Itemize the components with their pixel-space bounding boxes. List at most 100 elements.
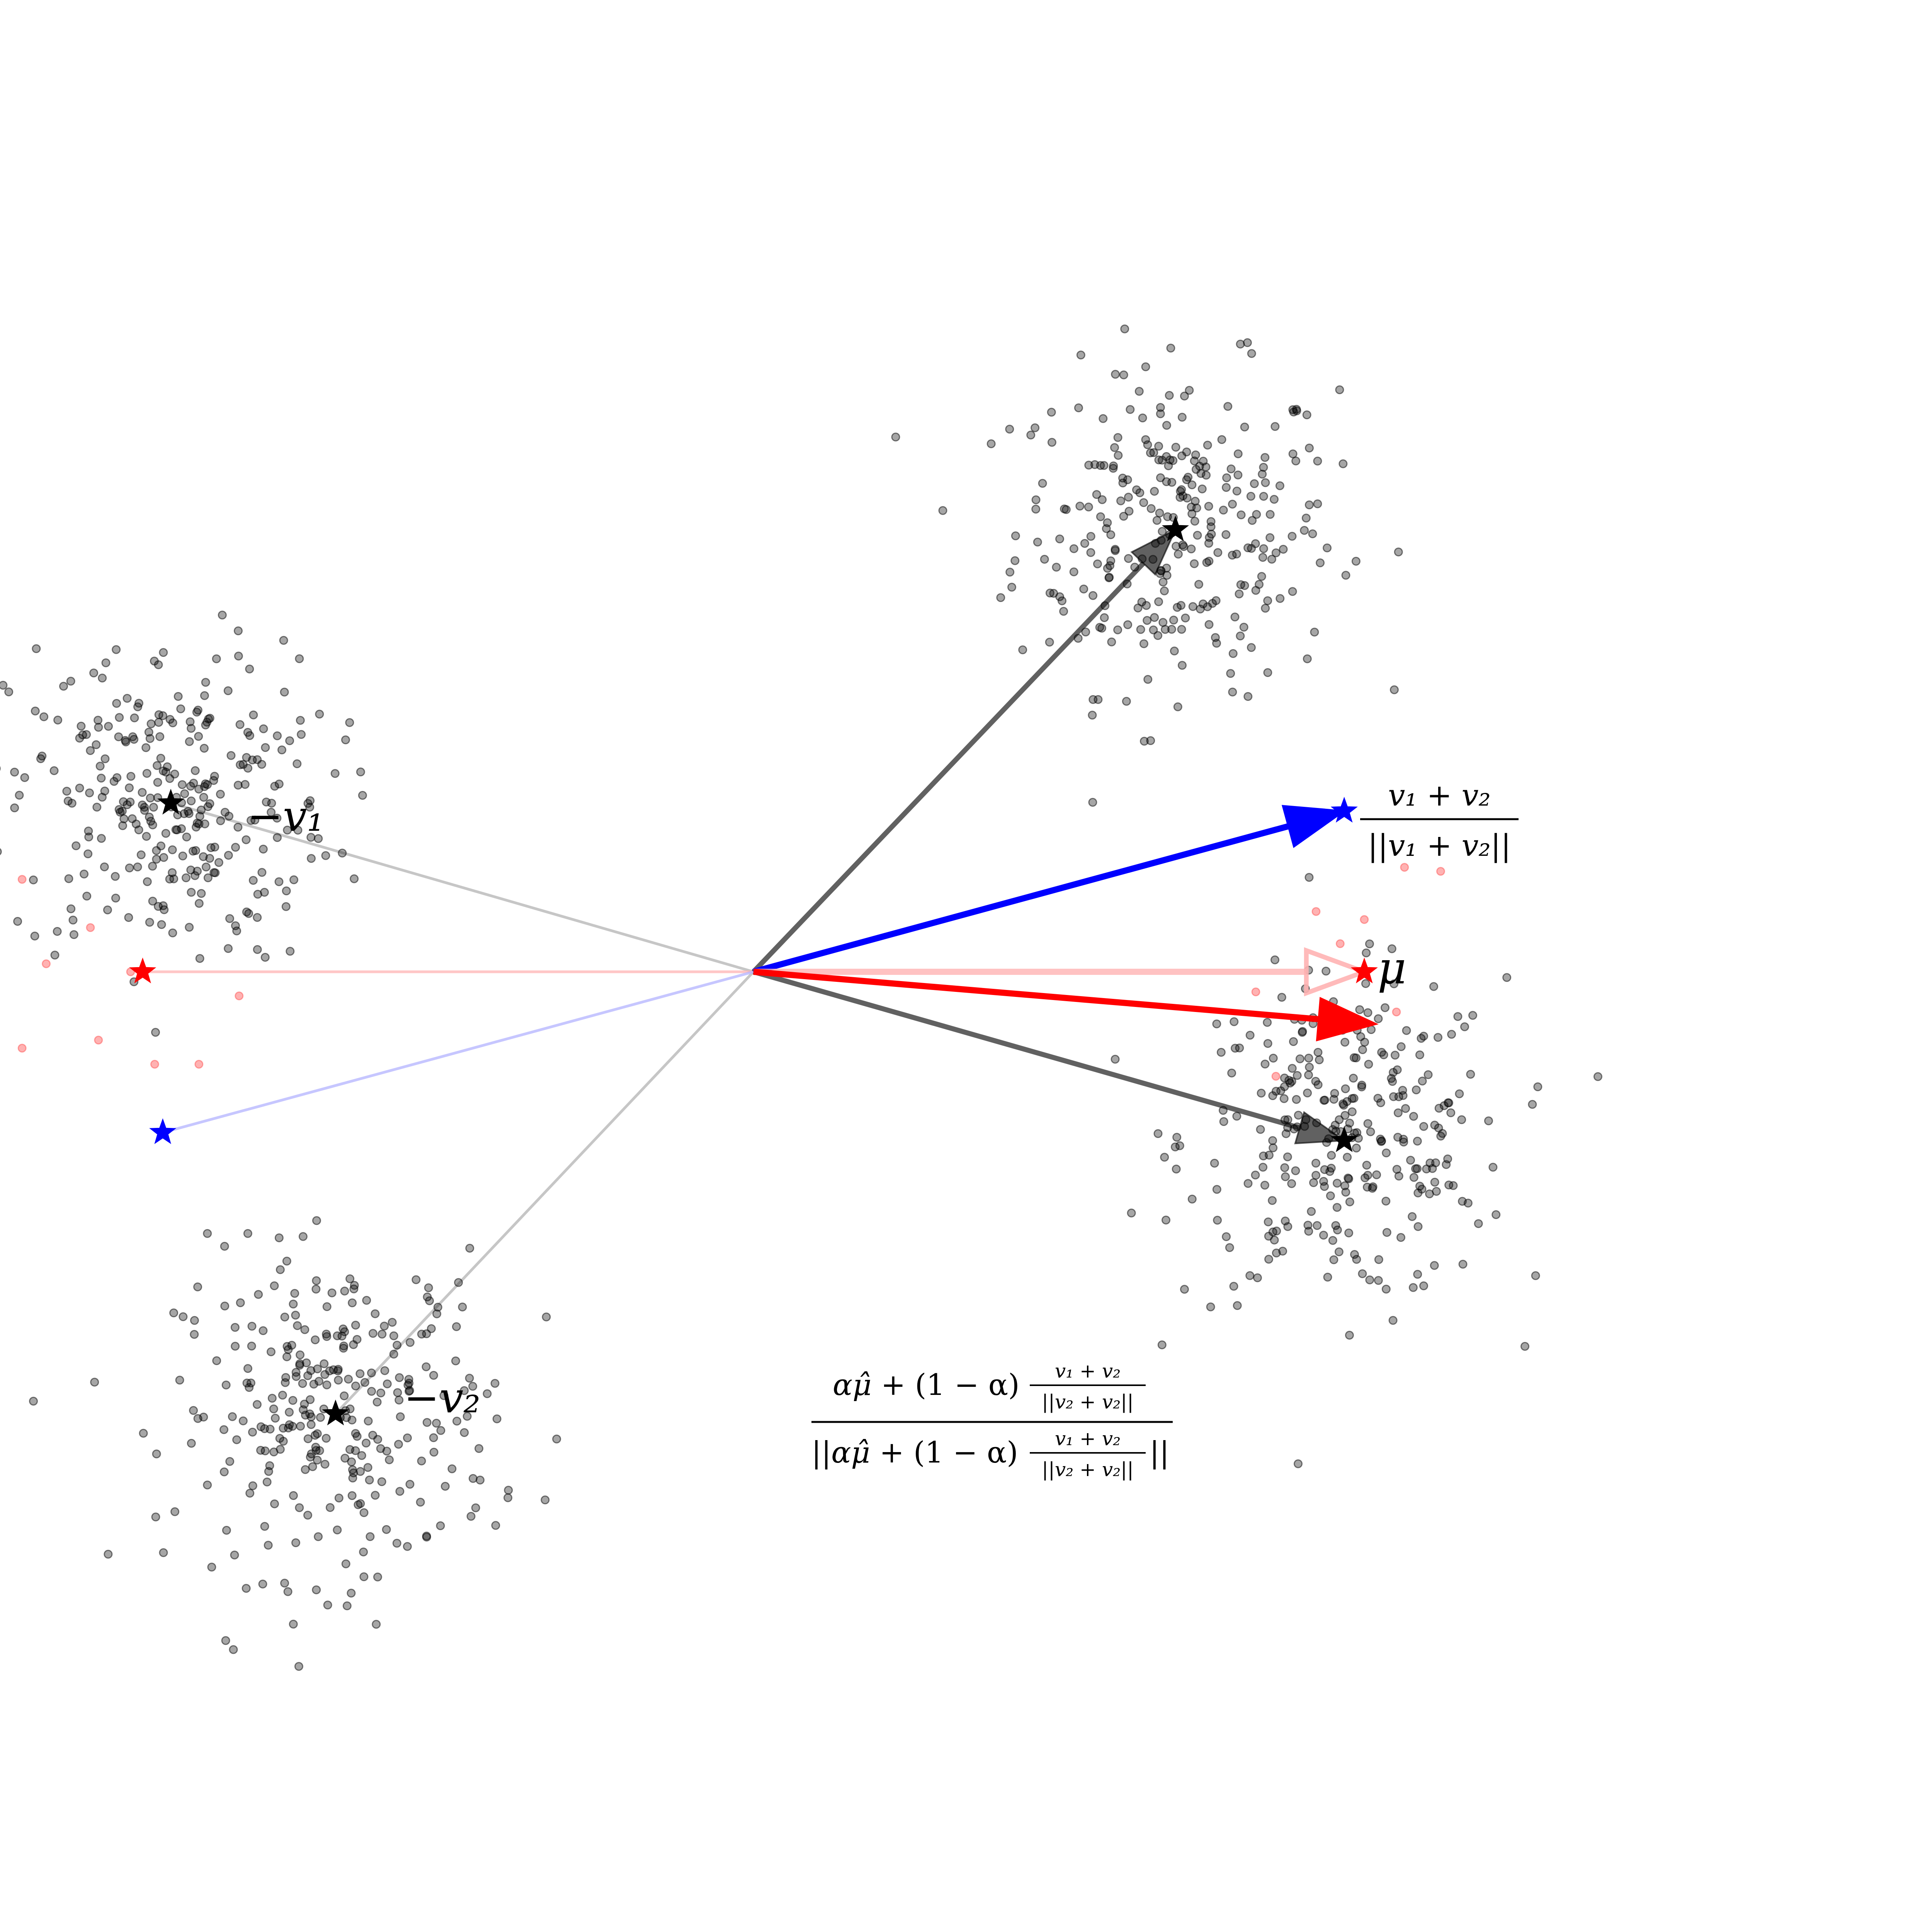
cluster-point-v1 xyxy=(1204,502,1213,511)
cluster-point--v1 xyxy=(148,862,157,871)
cluster-point--v2 xyxy=(327,1288,337,1298)
vector-combo-head xyxy=(1316,997,1379,1042)
cluster-point-v2 xyxy=(1392,1165,1401,1174)
cluster-point-v2 xyxy=(1502,973,1512,982)
cluster-point-v2 xyxy=(1260,1060,1270,1069)
cluster-point-v2 xyxy=(1443,1154,1452,1163)
cluster-point--v2 xyxy=(242,1584,251,1593)
cluster-point-v2 xyxy=(1460,1022,1469,1031)
cluster-point-v1 xyxy=(1143,675,1153,684)
cluster-point--v2 xyxy=(309,1379,318,1389)
normalized-sum-denominator: ||v₁ + v₂|| xyxy=(1368,828,1511,863)
cluster-point-v2 xyxy=(1484,1116,1493,1126)
cluster-point--v2 xyxy=(465,1374,474,1383)
cluster-point--v2 xyxy=(282,1257,291,1266)
cluster-point-v1 xyxy=(1090,460,1099,469)
red-point xyxy=(235,991,244,1000)
cluster-point--v1 xyxy=(259,724,268,733)
cluster-point-v1 xyxy=(1105,573,1114,582)
cluster-point-v1 xyxy=(1138,413,1147,423)
cluster-point-v2 xyxy=(1377,1137,1386,1146)
vector--v1 xyxy=(170,801,754,973)
cluster-point--v1 xyxy=(53,927,62,936)
cluster-point--v2 xyxy=(245,1488,255,1498)
cluster-point--v2 xyxy=(259,1326,268,1335)
cluster-point--v2 xyxy=(422,1531,431,1541)
cluster-point--v1 xyxy=(240,780,250,789)
cluster-point--v2 xyxy=(348,1465,357,1475)
cluster-point--v1 xyxy=(350,874,359,883)
cluster-point-v2 xyxy=(1328,1236,1337,1245)
cluster-point-v2 xyxy=(1488,1163,1498,1172)
cluster-point-v2 xyxy=(1212,1185,1221,1194)
cluster-point-v1 xyxy=(1163,512,1172,521)
cluster-point--v2 xyxy=(373,1435,382,1444)
cluster-point-v2 xyxy=(1283,1222,1293,1231)
cluster-point-v2 xyxy=(1319,1177,1328,1186)
cluster-point--v1 xyxy=(232,926,242,935)
cluster-point-v1 xyxy=(1259,463,1268,472)
cluster-point-v2 xyxy=(1331,1121,1340,1130)
cluster-point--v1 xyxy=(128,732,138,742)
cluster-point--v2 xyxy=(267,1347,276,1356)
cluster-point-v2 xyxy=(1162,1216,1170,1225)
cluster-point-v1 xyxy=(1005,425,1014,434)
cluster-point-v1 xyxy=(1110,443,1119,452)
cluster-point--v2 xyxy=(311,1284,321,1294)
cluster-point-v1 xyxy=(1031,423,1040,432)
cluster-point--v2 xyxy=(458,1303,467,1311)
cluster-point-v2 xyxy=(1127,1208,1136,1218)
cluster-point--v2 xyxy=(298,1379,307,1388)
cluster-point--v1 xyxy=(182,832,191,842)
cluster-point-v1 xyxy=(1288,587,1297,596)
cluster-point--v2 xyxy=(333,1365,343,1374)
label-combination-formula: αμ̂ + (1 − α) v₁ + v₂ ||v₂ + v₂|| ||αμ̂ … xyxy=(811,1360,1173,1481)
cluster-point-v1 xyxy=(1133,604,1143,612)
cluster-point--v2 xyxy=(465,1243,474,1253)
cluster-point--v2 xyxy=(367,1387,376,1396)
cluster-point--v1 xyxy=(242,835,251,844)
cluster-point--v1 xyxy=(149,803,158,812)
cluster-point-v2 xyxy=(1419,1122,1429,1131)
cluster-point-v1 xyxy=(1061,505,1071,514)
cluster-point-v2 xyxy=(1294,1111,1303,1120)
cluster-point--v2 xyxy=(231,1342,240,1351)
cluster-point-v2 xyxy=(1413,1164,1422,1173)
cluster-point--v1 xyxy=(189,847,198,856)
cluster-point--v1 xyxy=(138,788,147,797)
cluster-point--v2 xyxy=(193,1282,202,1291)
cluster-point--v2 xyxy=(320,1359,329,1368)
vector--v1-v2-v1-v2--shaft xyxy=(752,823,1289,975)
cluster-point-v2 xyxy=(1160,1153,1169,1162)
cluster-point-v1 xyxy=(1232,486,1242,496)
cluster-point--v2 xyxy=(175,1376,184,1385)
cluster-point-v2 xyxy=(1365,1275,1374,1284)
cluster-point--v1 xyxy=(211,868,220,878)
cluster-point-v1 xyxy=(1093,559,1102,568)
cluster-point-v2 xyxy=(1172,1133,1182,1142)
cluster-point-v1 xyxy=(1038,479,1047,488)
label-neg-v2: −v₂ xyxy=(404,1373,480,1422)
cluster-point-v2 xyxy=(1313,1048,1323,1057)
cluster-point--v2 xyxy=(289,1491,298,1500)
cluster-point--v2 xyxy=(322,1332,332,1341)
cluster-point-v1 xyxy=(1177,625,1186,634)
cluster-point--v2 xyxy=(187,1439,196,1448)
cluster-point-v1 xyxy=(1124,554,1133,563)
cluster-point-v2 xyxy=(1347,1094,1357,1103)
cluster-point-v1 xyxy=(1033,537,1042,547)
cluster-point-v2 xyxy=(1413,1136,1422,1146)
cluster-point--v2 xyxy=(313,1429,322,1438)
cluster-point--v1 xyxy=(233,823,243,832)
cluster-point--v2 xyxy=(492,1414,502,1423)
cluster-point--v1 xyxy=(95,762,105,771)
cluster-point--v2 xyxy=(312,1276,321,1285)
cluster-point--v1 xyxy=(92,740,101,749)
cluster-point-v2 xyxy=(1329,1095,1338,1104)
cluster-point--v2 xyxy=(436,1426,446,1435)
cluster-point--v1 xyxy=(223,686,233,696)
cluster-point-v2 xyxy=(1232,1112,1242,1121)
cluster-point--v2 xyxy=(403,1433,412,1442)
cluster-point-v2 xyxy=(1413,1222,1423,1231)
cluster-point-v1 xyxy=(1236,580,1245,589)
